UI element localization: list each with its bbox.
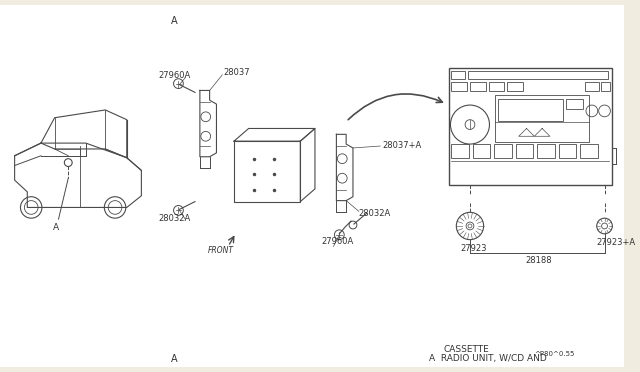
Text: 28032A: 28032A	[359, 209, 391, 218]
Text: 28037+A: 28037+A	[382, 141, 422, 150]
Bar	[234, 141, 300, 202]
Bar	[451, 144, 469, 158]
Bar	[516, 144, 533, 158]
Bar	[600, 82, 611, 92]
Text: ^P80^0.55: ^P80^0.55	[534, 351, 575, 357]
Bar	[494, 144, 512, 158]
Text: 27923+A: 27923+A	[596, 238, 636, 247]
Bar	[580, 144, 598, 158]
Text: CASSETTE: CASSETTE	[444, 345, 490, 354]
Text: A: A	[52, 223, 59, 232]
Text: FRONT: FRONT	[208, 247, 234, 256]
Bar	[470, 82, 486, 92]
Bar	[566, 99, 583, 109]
Bar	[451, 71, 465, 79]
Bar	[507, 82, 523, 92]
Circle shape	[466, 222, 474, 230]
Bar	[473, 144, 490, 158]
Bar	[468, 71, 609, 79]
Text: 27923: 27923	[460, 244, 487, 253]
Bar	[537, 144, 555, 158]
Circle shape	[602, 223, 607, 229]
Bar	[495, 95, 589, 142]
Text: A: A	[171, 354, 177, 364]
Text: A  RADIO UNIT, W/CD AND: A RADIO UNIT, W/CD AND	[429, 354, 547, 363]
Bar	[559, 144, 576, 158]
Bar	[451, 82, 467, 92]
Text: 27960A: 27960A	[158, 71, 190, 80]
Bar	[449, 68, 612, 185]
Bar	[488, 82, 504, 92]
Bar	[499, 99, 563, 121]
Text: 27960A: 27960A	[322, 237, 354, 246]
Text: 28037: 28037	[223, 68, 250, 77]
Bar	[585, 82, 598, 92]
Text: 28032A: 28032A	[158, 214, 190, 223]
Text: A: A	[171, 16, 177, 26]
Text: 28188: 28188	[525, 256, 552, 265]
